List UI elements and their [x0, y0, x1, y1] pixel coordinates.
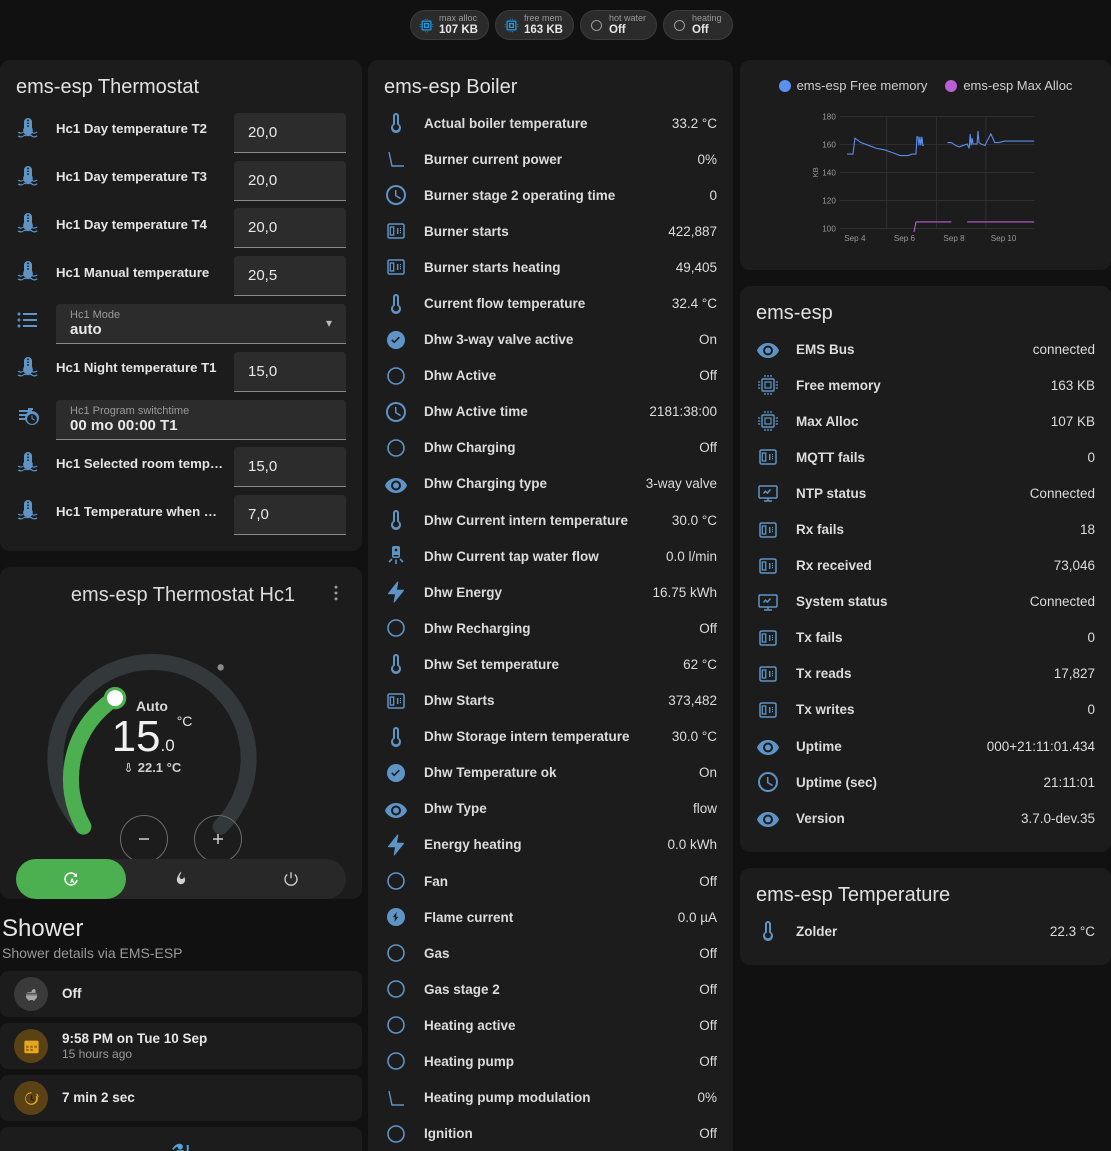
svg-text:Sep 8: Sep 8 — [943, 234, 965, 243]
svg-text:140: 140 — [822, 168, 836, 177]
svg-text:Sep 6: Sep 6 — [894, 234, 916, 243]
svg-text:120: 120 — [822, 196, 836, 205]
svg-text:180: 180 — [822, 112, 836, 121]
svg-text:Sep 10: Sep 10 — [991, 234, 1017, 243]
svg-text:Sep 4: Sep 4 — [844, 234, 866, 243]
svg-text:KB: KB — [811, 167, 820, 177]
svg-text:100: 100 — [822, 224, 836, 233]
svg-text:160: 160 — [822, 140, 836, 149]
